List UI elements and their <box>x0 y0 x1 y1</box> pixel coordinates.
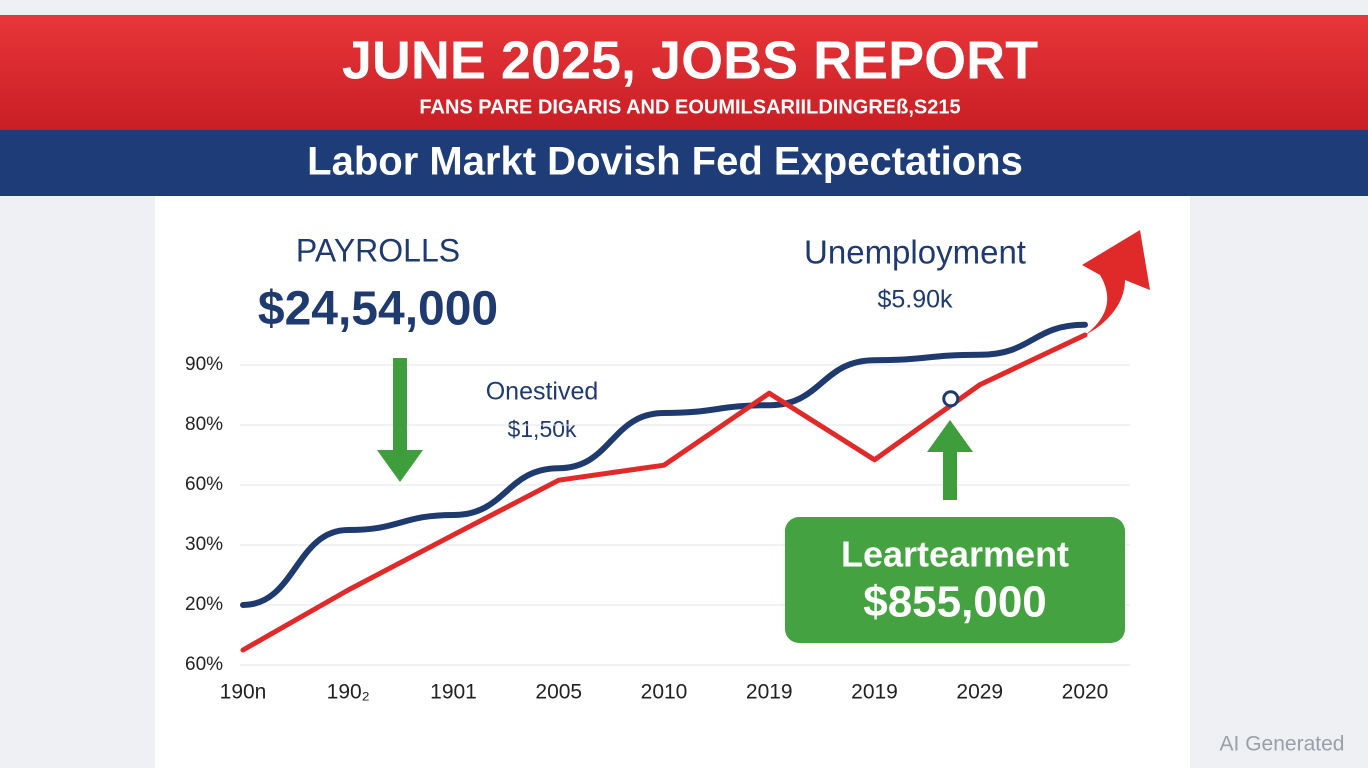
subtitle: FANS PARE DIGARIS AND EOUMILSARIILDINGRE… <box>419 96 960 118</box>
annotation-label: Leartearment <box>841 534 1069 575</box>
y-tick-label: 80% <box>185 414 223 435</box>
callout-box <box>785 517 1125 643</box>
x-tick-label: 2019 <box>851 681 898 704</box>
y-tick-label: 20% <box>185 594 223 615</box>
up-arrow <box>927 420 973 500</box>
heading-banner <box>0 130 1368 196</box>
x-tick-label: 2005 <box>535 681 582 704</box>
x-tick-label: 2019 <box>746 681 793 704</box>
x-tick-label: 1901 <box>430 681 477 704</box>
annotation-value: $5.90k <box>877 286 953 314</box>
point-marker <box>942 390 960 408</box>
y-tick-label: 90% <box>185 354 223 375</box>
y-tick-label: 60% <box>185 474 223 495</box>
trend-arrowhead <box>1082 230 1150 335</box>
watermark: AI Generated <box>1220 733 1345 756</box>
annotation-label: Unemployment <box>804 234 1026 271</box>
annotation-label: Onestived <box>486 378 599 406</box>
annotation-label: PAYROLLS <box>296 232 460 268</box>
series-line <box>240 321 1088 608</box>
x-tick-label: 190₂ <box>327 681 370 704</box>
down-arrow <box>377 358 423 482</box>
heading: Labor Markt Dovish Fed Expectations <box>307 140 1023 184</box>
series-line <box>240 332 1088 653</box>
y-tick-label: 30% <box>185 534 223 555</box>
x-tick-label: 190n <box>220 681 267 704</box>
x-tick-label: 2010 <box>641 681 688 704</box>
x-tick-label: 2029 <box>956 681 1003 704</box>
panel <box>155 195 1190 768</box>
chart-title: JUNE 2025, JOBS REPORT <box>342 30 1038 90</box>
title-banner <box>0 15 1368 130</box>
annotation-value: $1,50k <box>507 416 577 442</box>
annotation-value: $24,54,000 <box>258 283 498 336</box>
x-tick-label: 2020 <box>1062 681 1109 704</box>
annotation-value: $855,000 <box>863 578 1047 627</box>
y-tick-label: 60% <box>185 654 223 675</box>
